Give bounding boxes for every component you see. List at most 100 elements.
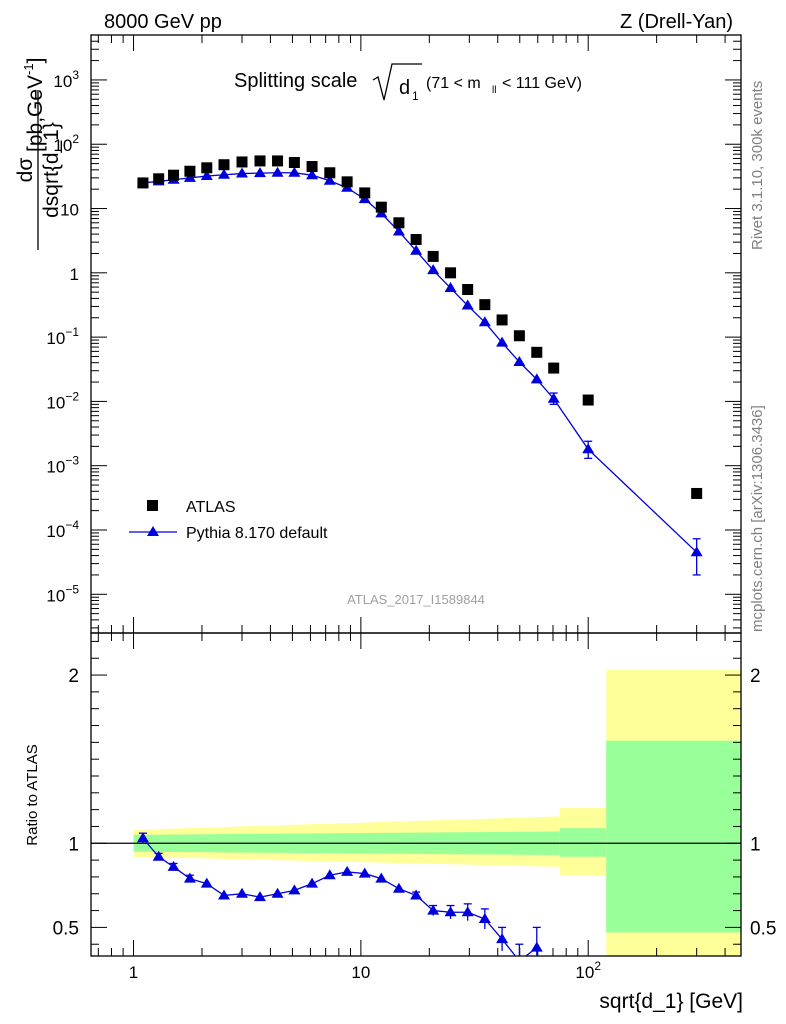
pythia-point [288, 166, 301, 177]
mcplots-label: mcplots.cern.ch [arXiv:1306.3436] [749, 405, 766, 632]
ratio-ytick-label: 1 [68, 834, 79, 855]
pythia-point [410, 244, 423, 255]
ratio-series [136, 832, 543, 956]
watermark: ATLAS_2017_I1589844 [347, 592, 485, 607]
title-var: d [399, 77, 410, 99]
pythia-point [306, 169, 319, 180]
ylabel-units-sup: -1 [21, 63, 36, 75]
atlas-point [691, 487, 703, 499]
title-cut-left: (71 < m [426, 75, 481, 92]
ratio-pythia-point [306, 877, 319, 888]
svg-text:[pb,GeV-1]: [pb,GeV-1] [21, 58, 47, 152]
pythia-point [254, 167, 267, 178]
atlas-point [254, 155, 266, 167]
stat-uncertainty-band [606, 740, 741, 933]
ratio-pythia-point [167, 860, 180, 871]
main-series [136, 155, 703, 576]
atlas-point [218, 159, 230, 171]
pythia-point [690, 546, 703, 557]
ratio-ytick-label-right: 0.5 [750, 918, 776, 939]
pythia-line [142, 172, 698, 553]
ratio-ytick-label-right: 1 [750, 834, 761, 855]
atlas-point [324, 167, 336, 179]
pythia-point [217, 168, 230, 179]
pythia-point [427, 264, 440, 275]
title-prefix: Splitting scale [234, 70, 357, 92]
header-right: Z (Drell-Yan) [620, 11, 733, 33]
pythia-point [461, 299, 474, 310]
atlas-point [582, 394, 594, 406]
ratio-uncertainty-bands [133, 670, 741, 956]
ratio-pythia-point [271, 887, 284, 898]
xtick-label: 10 [351, 963, 370, 982]
header-left: 8000 GeV pp [104, 11, 222, 33]
atlas-point [479, 299, 491, 311]
ratio-ytick-label-right: 2 [750, 666, 761, 687]
legend-atlas-label: ATLAS [186, 499, 236, 516]
main-title: Splitting scale d 1 (71 < m ll < 111 GeV… [234, 63, 582, 103]
pythia-point [323, 174, 336, 185]
title-cut-right: < 111 GeV) [502, 75, 582, 92]
title-cut-sub: ll [492, 85, 496, 96]
ratio-pythia-point [235, 887, 248, 898]
pythia-point [513, 356, 526, 367]
main-ytick-label: 10−5 [46, 582, 79, 605]
stat-uncertainty-band [559, 828, 607, 857]
atlas-point [410, 233, 422, 245]
pythia-point [235, 167, 248, 178]
ratio-pythia-point [217, 889, 230, 900]
main-ytick-label: 103 [53, 68, 79, 91]
pythia-point [530, 373, 543, 384]
atlas-point [462, 284, 474, 296]
ratio-pythia-point [461, 906, 474, 917]
ratio-pythia-point [358, 867, 371, 878]
ylabel-units-close: ] [24, 58, 47, 64]
ylabel-den: dsqrt{d_1} [40, 122, 63, 218]
xtick-label: 102 [575, 959, 601, 982]
ratio-pythia-point [254, 891, 267, 902]
pythia-point [444, 282, 457, 293]
main-ytick-label: 10−2 [46, 389, 79, 412]
main-ytick-label: 10−3 [46, 454, 79, 477]
pythia-point [478, 316, 491, 327]
pythia-point [392, 225, 405, 236]
title-var-sub: 1 [412, 89, 419, 103]
main-ytick-label: 102 [53, 132, 79, 155]
ratio-pythia-point [323, 869, 336, 880]
sqrt-sign [372, 63, 422, 101]
atlas-point [548, 362, 560, 374]
main-ytick-label: 10−1 [46, 325, 79, 348]
ratio-pythia-point [410, 889, 423, 900]
atlas-point [513, 330, 525, 342]
rivet-label: Rivet 3.1.10, 300k events [749, 81, 766, 250]
ratio-pythia-point [530, 941, 543, 952]
ylabel-units: [pb,GeV [24, 75, 47, 152]
ratio-frame [90, 632, 742, 957]
ratio-pythia-point [152, 850, 165, 861]
atlas-point [153, 173, 165, 185]
ratio-pythia-point [136, 832, 149, 843]
legend: ATLAS Pythia 8.170 default [129, 499, 328, 542]
main-ylabel: dσ dsqrt{d_1} [14, 90, 63, 250]
atlas-point [137, 177, 149, 189]
ratio-axes: 1 10 102 0.5 0.5 1 1 2 2 [53, 632, 776, 982]
main-ytick-label: 1 [70, 265, 79, 284]
ratio-pythia-point [427, 904, 440, 915]
xtick-label: 1 [129, 963, 138, 982]
ratio-pythia-point [444, 906, 457, 917]
pythia-point [582, 443, 595, 454]
atlas-point [184, 165, 196, 177]
atlas-point [531, 346, 543, 358]
main-frame [90, 34, 742, 634]
ratio-pythia-point [288, 884, 301, 895]
atlas-point [445, 267, 457, 279]
pythia-point [271, 166, 284, 177]
main-axes: 10−5 10−4 10−3 10−2 10−1 1 10 102 103 [46, 34, 742, 634]
ratio-pythia-point [200, 877, 213, 888]
main-ytick-label: 10−4 [46, 518, 79, 541]
ratio-pythia-point [375, 872, 388, 883]
ratio-ylabel: Ratio to ATLAS [24, 744, 41, 845]
ratio-pythia-point [392, 882, 405, 893]
atlas-point [306, 161, 318, 173]
